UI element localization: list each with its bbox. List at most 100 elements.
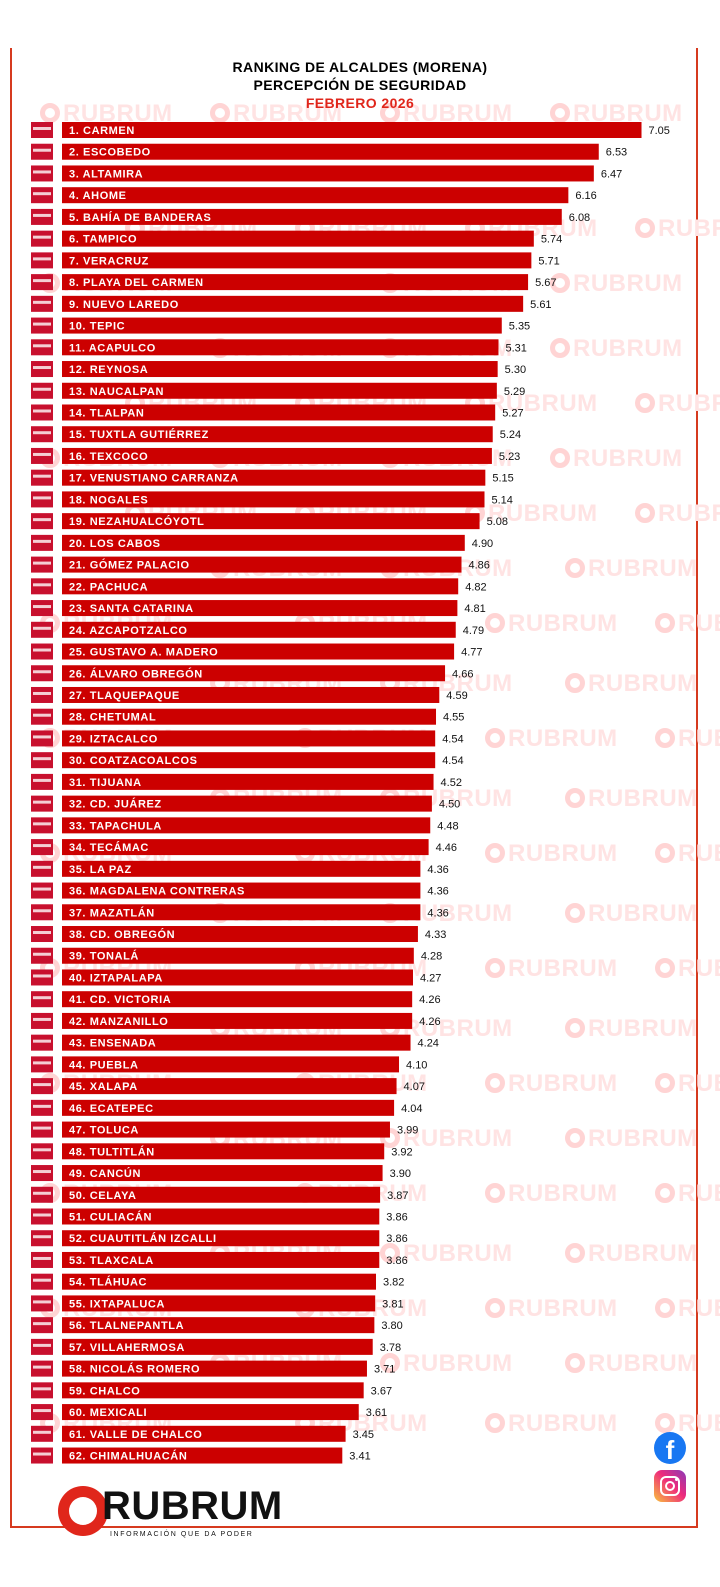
bar-value-label: 4.81 xyxy=(464,603,485,615)
bar xyxy=(62,274,529,291)
bar-category-label: 14. TLALPAN xyxy=(69,407,144,419)
bar-category-label: 3. ALTAMIRA xyxy=(69,168,143,180)
row-logo-mark xyxy=(33,1213,51,1217)
bar-category-label: 22. PACHUCA xyxy=(69,581,148,593)
bar xyxy=(62,426,493,443)
bar-category-label: 43. ENSENADA xyxy=(69,1038,156,1050)
row-logo-mark xyxy=(33,865,51,869)
bar-category-label: 39. TONALÁ xyxy=(69,950,139,963)
bar-value-label: 5.23 xyxy=(499,451,520,463)
bar-category-label: 1. CARMEN xyxy=(69,125,135,137)
row-logo-mark xyxy=(33,822,51,826)
bar xyxy=(62,1295,376,1312)
bar-category-label: 53. TLAXCALA xyxy=(69,1255,154,1267)
row-logo-mark xyxy=(33,996,51,1000)
bar xyxy=(62,1447,343,1464)
row-logo-mark xyxy=(33,518,51,522)
bar-value-label: 4.52 xyxy=(441,777,462,789)
bar xyxy=(62,556,462,573)
bar-value-label: 5.29 xyxy=(504,386,525,398)
row-logo-mark xyxy=(33,844,51,848)
bar-value-label: 6.08 xyxy=(569,212,590,224)
chart-subtitle: PERCEPCIÓN DE SEGURIDAD xyxy=(253,77,467,93)
bar-value-label: 4.36 xyxy=(427,864,448,876)
bar-category-label: 41. CD. VICTORIA xyxy=(69,994,171,1006)
bar xyxy=(62,600,458,617)
bar-value-label: 3.87 xyxy=(387,1190,408,1202)
bar-value-label: 4.26 xyxy=(419,994,440,1006)
bar xyxy=(62,621,456,638)
bar-category-label: 49. CANCÚN xyxy=(69,1167,141,1180)
row-logo-mark xyxy=(33,1365,51,1369)
bar-value-label: 3.71 xyxy=(374,1364,395,1376)
bar-value-label: 5.67 xyxy=(535,277,556,289)
row-logo-mark xyxy=(33,1300,51,1304)
bar xyxy=(62,513,480,530)
bar-category-label: 6. TAMPICO xyxy=(69,234,137,246)
bar-category-label: 7. VERACRUZ xyxy=(69,255,149,267)
row-logo-mark xyxy=(33,670,51,674)
bar-category-label: 61. VALLE DE CHALCO xyxy=(69,1429,202,1441)
bar xyxy=(62,1404,359,1421)
bar-value-label: 5.61 xyxy=(530,299,551,311)
bar-category-label: 20. LOS CABOS xyxy=(69,538,161,550)
bar xyxy=(62,991,413,1008)
bar-category-label: 15. TUXTLA GUTIÉRREZ xyxy=(69,428,209,441)
bar-category-label: 40. IZTAPALAPA xyxy=(69,972,163,984)
bar xyxy=(62,1012,413,1029)
bar xyxy=(62,839,429,856)
row-logo-mark xyxy=(33,1452,51,1456)
bar xyxy=(62,1360,367,1377)
bar-category-label: 29. IZTACALCO xyxy=(69,733,158,745)
bar-value-label: 5.15 xyxy=(492,473,513,485)
bar xyxy=(62,1230,380,1247)
bar-category-label: 50. CELAYA xyxy=(69,1190,137,1202)
bar xyxy=(62,1165,383,1182)
bar-value-label: 4.82 xyxy=(465,581,486,593)
row-logo-mark xyxy=(33,1126,51,1130)
bar-category-label: 34. TECÁMAC xyxy=(69,841,149,854)
row-logo-mark xyxy=(33,300,51,304)
facebook-icon[interactable]: f xyxy=(654,1432,686,1464)
bar xyxy=(62,295,524,312)
bar xyxy=(62,730,436,747)
bar-value-label: 4.26 xyxy=(419,1016,440,1028)
bar-category-label: 59. CHALCO xyxy=(69,1385,140,1397)
bar-category-label: 4. AHOME xyxy=(69,190,127,202)
bar-category-label: 17. VENUSTIANO CARRANZA xyxy=(69,473,239,485)
bar-value-label: 5.35 xyxy=(509,321,530,333)
bar-category-label: 9. NUEVO LAREDO xyxy=(69,299,179,311)
bar xyxy=(62,708,437,725)
bar-category-label: 33. TAPACHULA xyxy=(69,820,162,832)
bar-category-label: 54. TLÁHUAC xyxy=(69,1276,147,1289)
bar-value-label: 3.61 xyxy=(366,1407,387,1419)
bar-value-label: 6.47 xyxy=(601,168,622,180)
bar-value-label: 7.05 xyxy=(649,125,670,137)
bar xyxy=(62,1078,397,1095)
row-logo-mark xyxy=(33,1256,51,1260)
row-logo-mark xyxy=(33,1387,51,1391)
row-logo-mark xyxy=(33,1148,51,1152)
bar-value-label: 4.46 xyxy=(436,842,457,854)
logo-ring-icon xyxy=(58,1486,108,1536)
bar-category-label: 19. NEZAHUALCÓYOTL xyxy=(69,515,204,528)
instagram-icon[interactable] xyxy=(654,1470,686,1502)
row-logo-mark xyxy=(33,1104,51,1108)
bar-value-label: 5.27 xyxy=(502,407,523,419)
row-logo-mark xyxy=(33,713,51,717)
bar-value-label: 3.45 xyxy=(353,1429,374,1441)
bar-value-label: 3.92 xyxy=(391,1146,412,1158)
bar-category-label: 60. MEXICALI xyxy=(69,1407,147,1419)
row-logo-mark xyxy=(33,539,51,543)
bar xyxy=(62,752,436,769)
row-logo-mark xyxy=(33,1191,51,1195)
bar-value-label: 3.82 xyxy=(383,1277,404,1289)
bar-value-label: 3.86 xyxy=(386,1255,407,1267)
bar xyxy=(62,230,534,247)
row-logo-mark xyxy=(33,605,51,609)
row-logo-mark xyxy=(33,1061,51,1065)
bar-category-label: 51. CULIACÁN xyxy=(69,1211,152,1224)
bar-category-label: 62. CHIMALHUACÁN xyxy=(69,1450,187,1463)
bar-value-label: 3.90 xyxy=(390,1168,411,1180)
